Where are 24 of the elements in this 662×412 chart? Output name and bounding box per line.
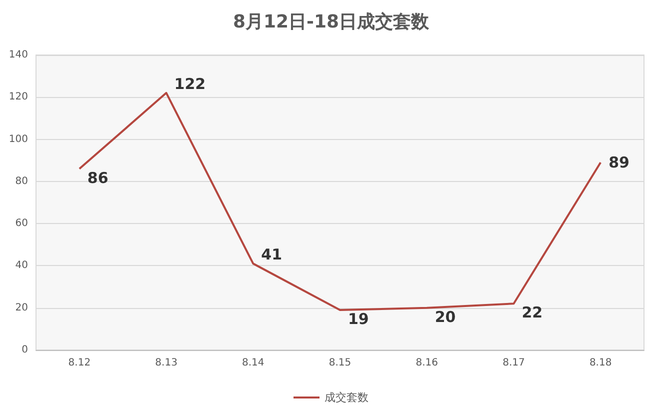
y-tick-label: 40 [15, 260, 28, 272]
y-tick-label: 100 [8, 134, 28, 145]
data-label: 41 [261, 246, 282, 264]
x-tick-label: 8.14 [242, 358, 264, 368]
y-tick-label: 80 [15, 176, 28, 187]
x-tick-label: 8.16 [416, 358, 438, 368]
legend-label: 成交套数 [324, 391, 368, 404]
data-label: 89 [608, 153, 630, 172]
chart-title: 8月12日-18日成交套数 [232, 12, 430, 32]
x-tick-label: 8.18 [589, 358, 612, 368]
x-tick-label: 8.13 [155, 358, 178, 368]
x-tick-label: 8.15 [328, 358, 352, 368]
data-label: 19 [348, 310, 369, 328]
y-tick-label: 0 [22, 344, 28, 356]
data-label: 20 [434, 308, 456, 326]
x-tick-label: 8.12 [68, 358, 91, 368]
y-tick-label: 140 [8, 50, 28, 60]
data-label: 22 [522, 304, 543, 322]
x-tick-label: 8.17 [502, 358, 525, 368]
y-tick-label: 120 [8, 92, 28, 103]
y-tick-label: 60 [15, 218, 28, 230]
y-tick-label: 20 [15, 302, 28, 314]
data-label: 86 [87, 168, 108, 187]
data-label: 122 [174, 74, 206, 93]
